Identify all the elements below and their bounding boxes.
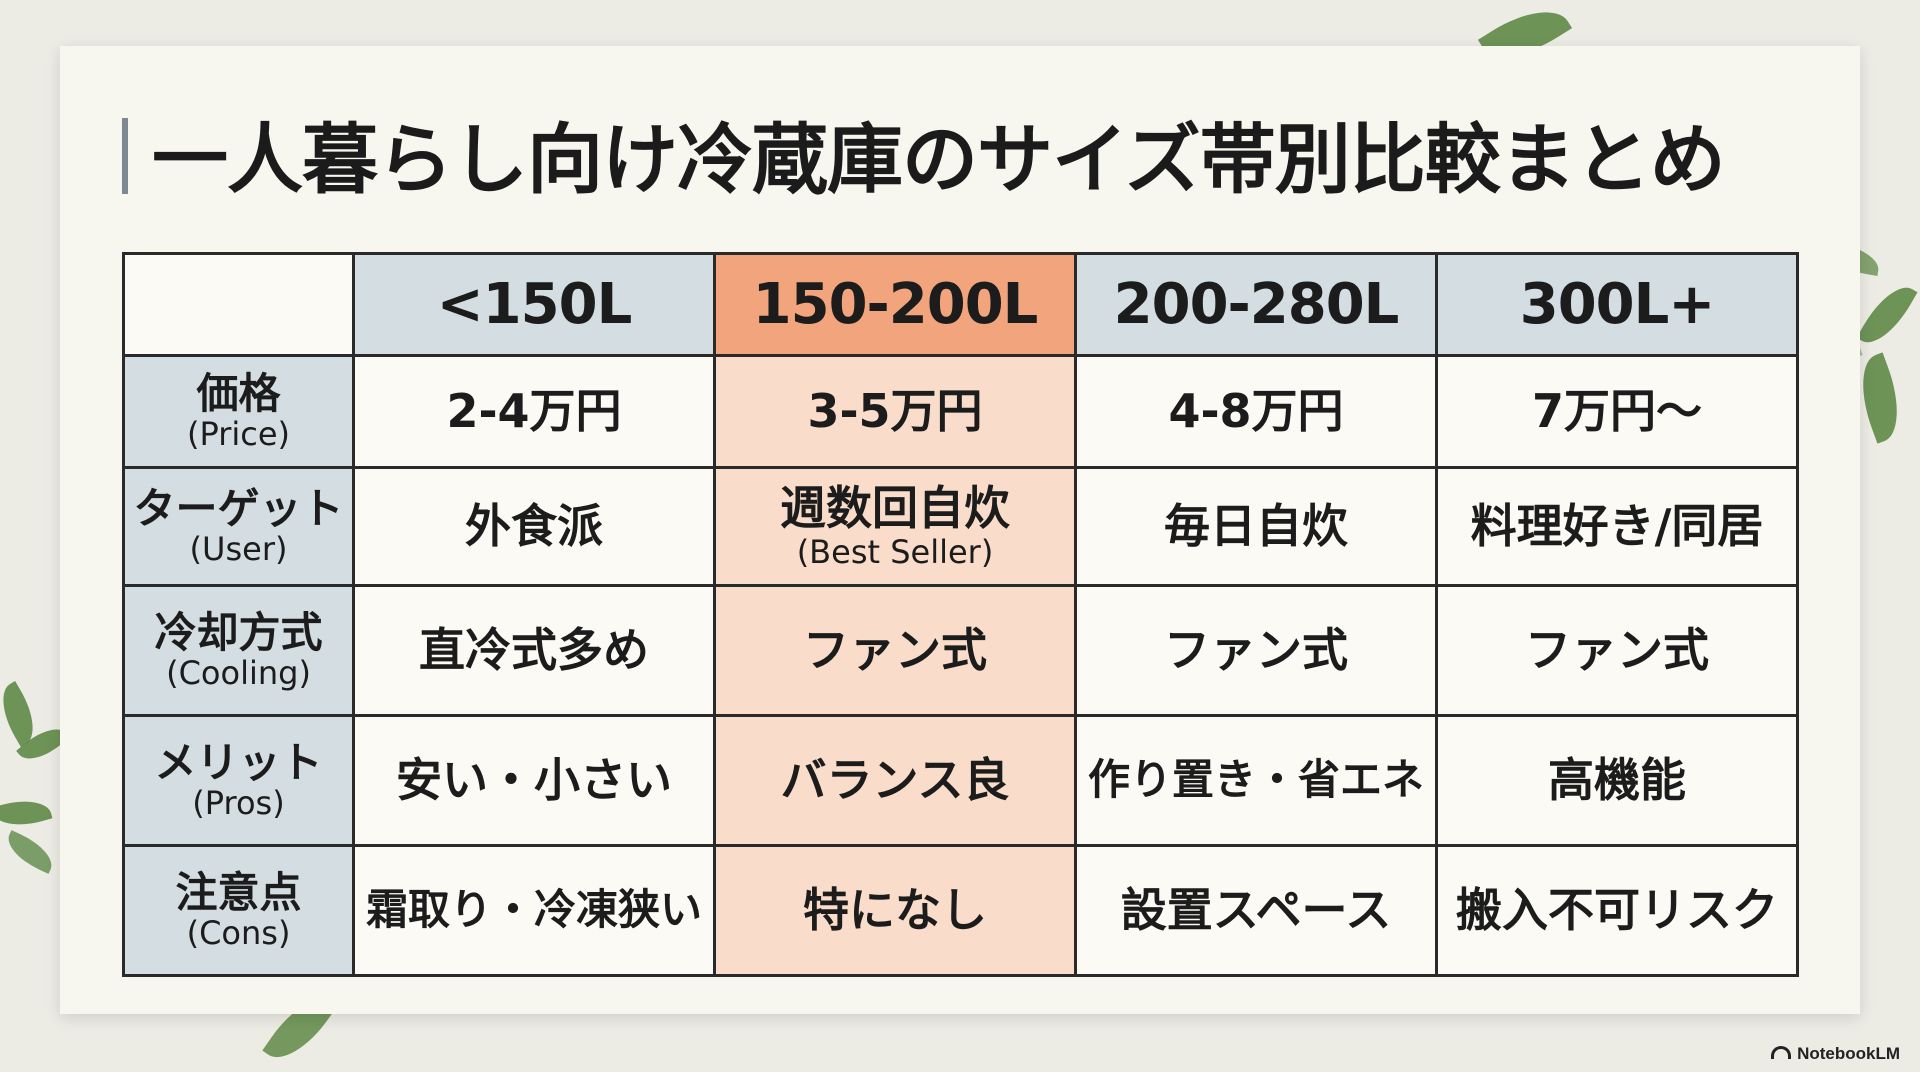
table-cell: ファン式 [1074, 584, 1438, 717]
table-cell: 外食派 [352, 466, 716, 587]
size-comparison-table: <150L 150-200L 200-280L 300L+ 価格 (Price)… [122, 252, 1799, 977]
row-header-price: 価格 (Price) [122, 354, 355, 469]
title-accent-bar [122, 118, 128, 194]
table-cell-highlighted: ファン式 [713, 584, 1077, 717]
table-cell: 作り置き・省エネ [1074, 714, 1438, 847]
notebooklm-watermark: NotebookLM [1771, 1044, 1900, 1064]
table-cell: 搬入不可リスク [1435, 844, 1799, 977]
table-cell: 4-8万円 [1074, 354, 1438, 469]
column-header-150-200l: 150-200L [713, 252, 1077, 357]
table-cell-highlighted: 週数回自炊 (Best Seller) [713, 466, 1077, 587]
table-row-pros: メリット (Pros) 安い・小さい バランス良 作り置き・省エネ 高機能 [122, 714, 1799, 847]
table-cell: 直冷式多め [352, 584, 716, 717]
row-label: 冷却方式 [154, 607, 323, 657]
table-cell: 毎日自炊 [1074, 466, 1438, 587]
row-label: ターゲット [133, 483, 344, 533]
row-sublabel: (Pros) [192, 784, 285, 822]
row-sublabel: (User) [189, 530, 288, 568]
table-cell: ファン式 [1435, 584, 1799, 717]
table-row-cooling: 冷却方式 (Cooling) 直冷式多め ファン式 ファン式 ファン式 [122, 584, 1799, 717]
row-sublabel: (Price) [186, 415, 291, 453]
table-row-target: ターゲット (User) 外食派 週数回自炊 (Best Seller) 毎日自… [122, 466, 1799, 587]
table-cell-highlighted: バランス良 [713, 714, 1077, 847]
table-header-row: <150L 150-200L 200-280L 300L+ [122, 252, 1799, 357]
table-cell: 2-4万円 [352, 354, 716, 469]
row-header-cons: 注意点 (Cons) [122, 844, 355, 977]
column-header-under-150l: <150L [352, 252, 716, 357]
row-label: 注意点 [175, 867, 302, 917]
row-header-cooling: 冷却方式 (Cooling) [122, 584, 355, 717]
row-header-pros: メリット (Pros) [122, 714, 355, 847]
row-label: 価格 [196, 368, 281, 418]
table-cell: 高機能 [1435, 714, 1799, 847]
row-header-target: ターゲット (User) [122, 466, 355, 587]
table-row-price: 価格 (Price) 2-4万円 3-5万円 4-8万円 7万円〜 [122, 354, 1799, 469]
column-header-300l-plus: 300L+ [1435, 252, 1799, 357]
table-cell-highlighted: 特になし [713, 844, 1077, 977]
table-cell: 料理好き/同居 [1435, 466, 1799, 587]
table-cell-highlighted: 3-5万円 [713, 354, 1077, 469]
table-corner-cell [122, 252, 355, 357]
table-cell: 霜取り・冷凍狭い [352, 844, 716, 977]
best-seller-note: (Best Seller) [796, 533, 994, 572]
page-title: 一人暮らし向け冷蔵庫のサイズ帯別比較まとめ [152, 115, 1726, 204]
brand-label: NotebookLM [1797, 1044, 1900, 1063]
table-cell: 安い・小さい [352, 714, 716, 847]
row-sublabel: (Cooling) [166, 654, 311, 692]
table-cell: 設置スペース [1074, 844, 1438, 977]
column-header-200-280l: 200-280L [1074, 252, 1438, 357]
table-cell: 7万円〜 [1435, 354, 1799, 469]
notebooklm-logo-icon [1771, 1046, 1792, 1059]
row-sublabel: (Cons) [186, 914, 291, 952]
table-row-cons: 注意点 (Cons) 霜取り・冷凍狭い 特になし 設置スペース 搬入不可リスク [122, 844, 1799, 977]
row-label: メリット [154, 737, 323, 787]
